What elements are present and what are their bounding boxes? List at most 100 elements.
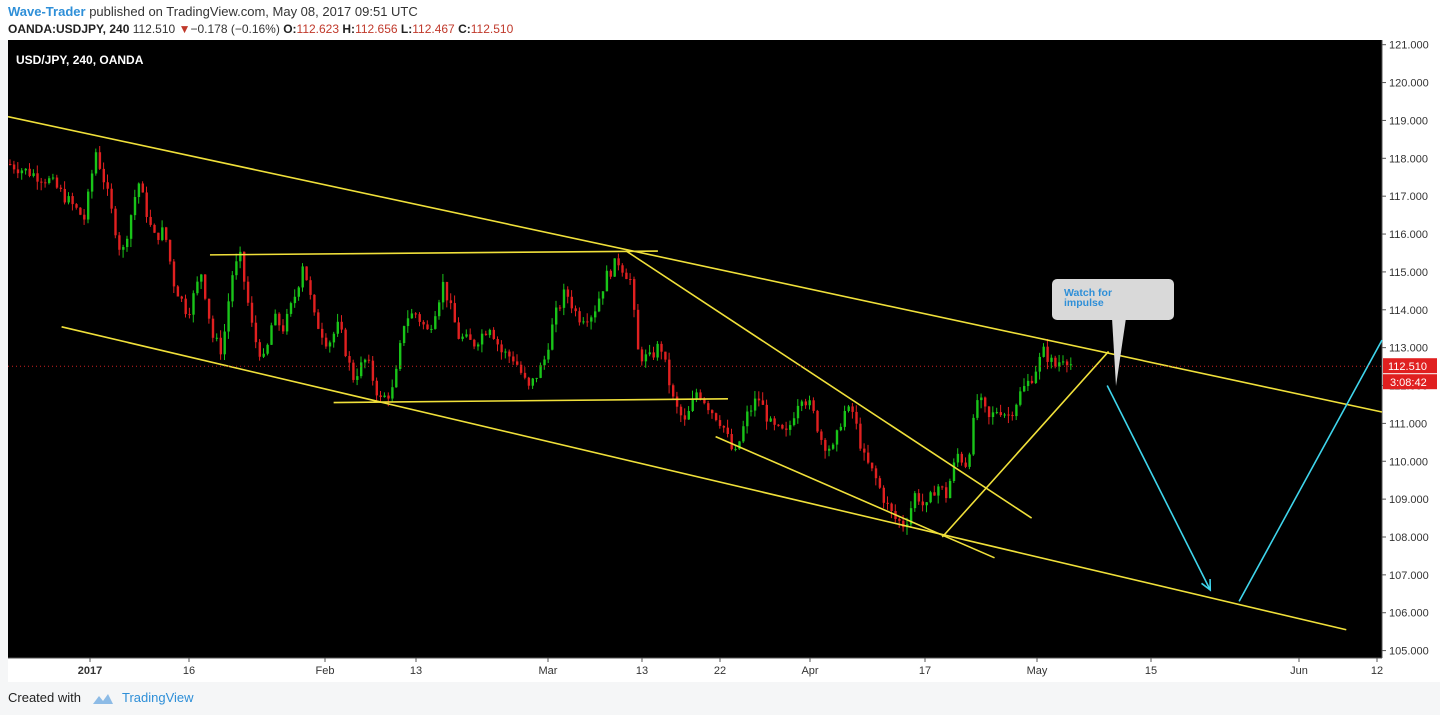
candle-body bbox=[527, 377, 531, 386]
candle-body bbox=[227, 301, 230, 332]
candle-body bbox=[219, 337, 222, 355]
tradingview-link[interactable]: TradingView bbox=[122, 690, 194, 705]
candle-body bbox=[909, 508, 913, 525]
candle-body bbox=[1003, 414, 1006, 416]
candle-body bbox=[40, 181, 43, 183]
candle-body bbox=[1058, 362, 1061, 367]
candle-body bbox=[941, 486, 944, 488]
candle-body bbox=[570, 296, 573, 309]
candle-body bbox=[582, 321, 585, 323]
price-tick-label: 109.000 bbox=[1389, 494, 1429, 506]
candle-body bbox=[1065, 361, 1069, 366]
candle-body bbox=[239, 251, 242, 262]
trendlines-group bbox=[7, 115, 1383, 631]
candle-body bbox=[192, 293, 195, 315]
trendline[interactable] bbox=[209, 250, 658, 256]
candle-body bbox=[847, 406, 850, 411]
trendline[interactable] bbox=[941, 350, 1110, 538]
price-tick-label: 116.000 bbox=[1389, 229, 1428, 241]
candle-body bbox=[777, 424, 780, 426]
candle-body bbox=[734, 448, 737, 450]
candle-body bbox=[235, 261, 238, 276]
candle-body bbox=[418, 314, 421, 322]
candle-body bbox=[137, 183, 141, 198]
chart-area[interactable]: 121.000 120.000 119.000 118.000 117.000 116.0… bbox=[7, 40, 1440, 682]
candle-body bbox=[558, 307, 562, 309]
candle-body bbox=[200, 274, 203, 282]
candle-body bbox=[133, 197, 137, 216]
candle-body bbox=[617, 258, 620, 266]
created-with: Created with TradingView bbox=[8, 690, 194, 706]
candle-body bbox=[274, 313, 277, 326]
candle-body bbox=[59, 187, 63, 189]
candle-body bbox=[539, 365, 542, 378]
candle-body bbox=[714, 413, 718, 421]
candle-body bbox=[508, 351, 511, 357]
chart-header: Wave-Trader published on TradingView.com… bbox=[0, 0, 1440, 40]
candle-body bbox=[769, 418, 772, 422]
candle-body bbox=[972, 417, 975, 455]
candle-body bbox=[410, 313, 414, 319]
annotation-callout[interactable]: Watch for impulse bbox=[1052, 279, 1174, 320]
projection-line[interactable] bbox=[1238, 339, 1383, 602]
trendline[interactable] bbox=[333, 397, 728, 404]
candle-body bbox=[465, 334, 468, 337]
candle-body bbox=[391, 387, 394, 399]
candle-body bbox=[742, 426, 745, 442]
candle-body bbox=[660, 343, 663, 352]
candle-body bbox=[687, 411, 690, 420]
candle-body bbox=[278, 313, 281, 326]
candle-body bbox=[1062, 361, 1065, 363]
candle-body bbox=[519, 364, 523, 373]
price-chart[interactable]: 121.000 120.000 119.000 118.000 117.000 116.0… bbox=[7, 40, 1440, 682]
candle-body bbox=[504, 351, 507, 353]
candle-body bbox=[746, 411, 749, 427]
candle-body bbox=[118, 235, 121, 250]
candle-body bbox=[578, 311, 581, 323]
candle-body bbox=[1038, 356, 1041, 372]
candle-body bbox=[51, 177, 55, 179]
candle-body bbox=[79, 207, 82, 215]
candle-body bbox=[707, 403, 710, 411]
projection-line[interactable] bbox=[1106, 385, 1211, 591]
candle-body bbox=[399, 343, 402, 369]
candle-body bbox=[691, 398, 694, 412]
candle-body bbox=[913, 493, 917, 509]
candle-body bbox=[75, 204, 78, 208]
candle-body bbox=[12, 164, 16, 170]
price-tag: 112.510 3:08:42 bbox=[1383, 358, 1437, 390]
open-value: 112.623 bbox=[296, 22, 340, 36]
price-tick-label: 115.000 bbox=[1389, 267, 1428, 279]
candle-body bbox=[1050, 357, 1053, 362]
candle-body bbox=[1054, 357, 1057, 367]
candle-body bbox=[925, 502, 928, 506]
low-label: L: bbox=[400, 22, 413, 36]
candle-body bbox=[995, 412, 999, 414]
candle-body bbox=[929, 492, 932, 503]
candle-body bbox=[629, 278, 632, 280]
candle-body bbox=[461, 336, 464, 339]
candle-body bbox=[828, 448, 831, 451]
candle-body bbox=[917, 493, 921, 502]
time-tick-label: 17 bbox=[919, 665, 931, 677]
price-tick-label: 117.000 bbox=[1389, 191, 1428, 203]
candle-body bbox=[149, 216, 152, 225]
time-tick-label: 12 bbox=[1371, 665, 1383, 677]
candle-body bbox=[1015, 404, 1018, 417]
author-link[interactable]: Wave-Trader bbox=[8, 4, 86, 19]
candle-body bbox=[1026, 380, 1030, 387]
candle-body bbox=[722, 425, 726, 428]
candle-body bbox=[773, 418, 776, 425]
price-tick-label: 110.000 bbox=[1389, 456, 1428, 468]
trendline[interactable] bbox=[61, 326, 1347, 631]
candle-body bbox=[449, 300, 453, 304]
projection-group bbox=[1106, 339, 1383, 602]
price-tick-label: 121.000 bbox=[1389, 40, 1429, 52]
candle-body bbox=[1069, 364, 1073, 366]
trendline[interactable] bbox=[715, 435, 995, 559]
trendline[interactable] bbox=[7, 115, 1383, 413]
trendline[interactable] bbox=[625, 250, 1033, 519]
candle-body bbox=[937, 486, 940, 496]
candle-body bbox=[640, 349, 644, 362]
candle-body bbox=[301, 266, 304, 288]
